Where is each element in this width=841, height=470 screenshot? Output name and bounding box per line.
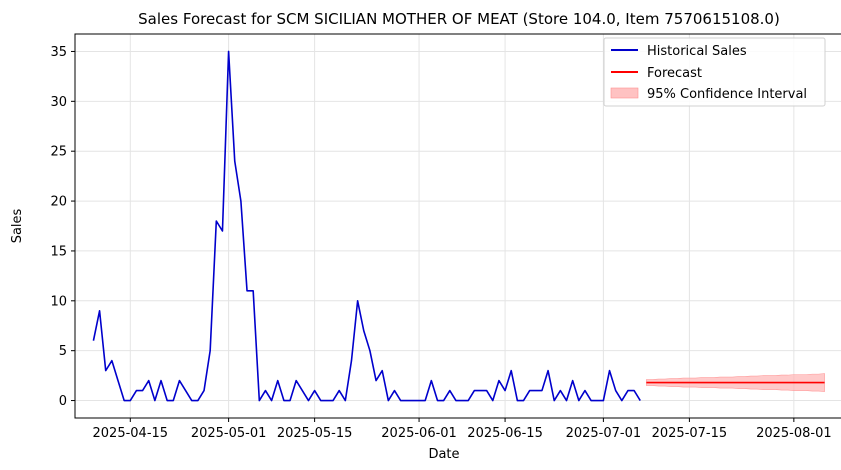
- x-tick-label: 2025-05-15: [277, 426, 353, 441]
- legend-forecast-label: Forecast: [647, 66, 702, 81]
- y-axis-label: Sales: [10, 208, 25, 243]
- legend-interval-label: 95% Confidence Interval: [647, 87, 807, 102]
- grid-lines: [75, 34, 841, 418]
- y-tick-label: 10: [50, 294, 67, 309]
- chart-title: Sales Forecast for SCM SICILIAN MOTHER O…: [138, 10, 780, 28]
- x-tick-label: 2025-04-15: [93, 426, 169, 441]
- y-tick-label: 20: [50, 195, 67, 210]
- series-lines: [92, 50, 825, 402]
- x-tick-label: 2025-06-01: [381, 426, 457, 441]
- y-tick-label: 35: [50, 45, 67, 60]
- y-tick-label: 0: [59, 394, 67, 409]
- y-tick-label: 15: [50, 244, 67, 259]
- x-tick-label: 2025-05-01: [191, 426, 267, 441]
- y-tick-label: 5: [59, 344, 67, 359]
- legend: Historical Sales Forecast 95% Confidence…: [603, 37, 826, 107]
- legend-historical-label: Historical Sales: [647, 44, 747, 59]
- legend-box: [603, 37, 826, 107]
- historical-sales-line: [92, 50, 641, 402]
- legend-interval-swatch: [610, 87, 639, 99]
- x-axis-ticks: 2025-04-15 2025-05-01 2025-05-15 2025-06-01…: [93, 418, 832, 441]
- y-tick-label: 25: [50, 145, 67, 160]
- x-tick-label: 2025-07-15: [652, 426, 728, 441]
- plot-area-frame: [74, 33, 841, 419]
- y-tick-label: 30: [50, 95, 67, 110]
- y-axis-ticks: 0 5 10 15 20 25 30 35: [50, 45, 75, 409]
- x-tick-label: 2025-08-01: [756, 426, 832, 441]
- x-tick-label: 2025-07-01: [566, 426, 642, 441]
- x-axis-label: Date: [428, 447, 459, 462]
- x-tick-label: 2025-06-15: [467, 426, 543, 441]
